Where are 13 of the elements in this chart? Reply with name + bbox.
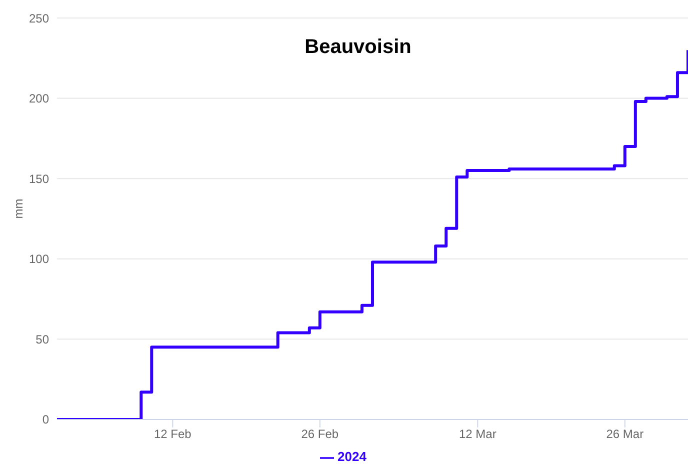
y-tick-label: 200 (28, 92, 50, 106)
x-tick-label: 26 Feb (301, 426, 339, 441)
text: Beauvoisin (304, 36, 412, 59)
legend-label: 2024 (338, 449, 366, 464)
y-tick-label: 0 (42, 412, 50, 427)
y-tick-label: 250 (28, 11, 50, 26)
y-tick-label: 100 (28, 252, 50, 266)
x-tick-label: 12 Mar (458, 426, 496, 441)
x-tick-label: 26 Mar (606, 426, 644, 441)
y-tick-label: 50 (36, 332, 50, 346)
x-tick-label: 12 Feb (154, 426, 192, 441)
y-axis-title: mm (11, 198, 26, 219)
y-tick-label: 150 (28, 172, 50, 186)
